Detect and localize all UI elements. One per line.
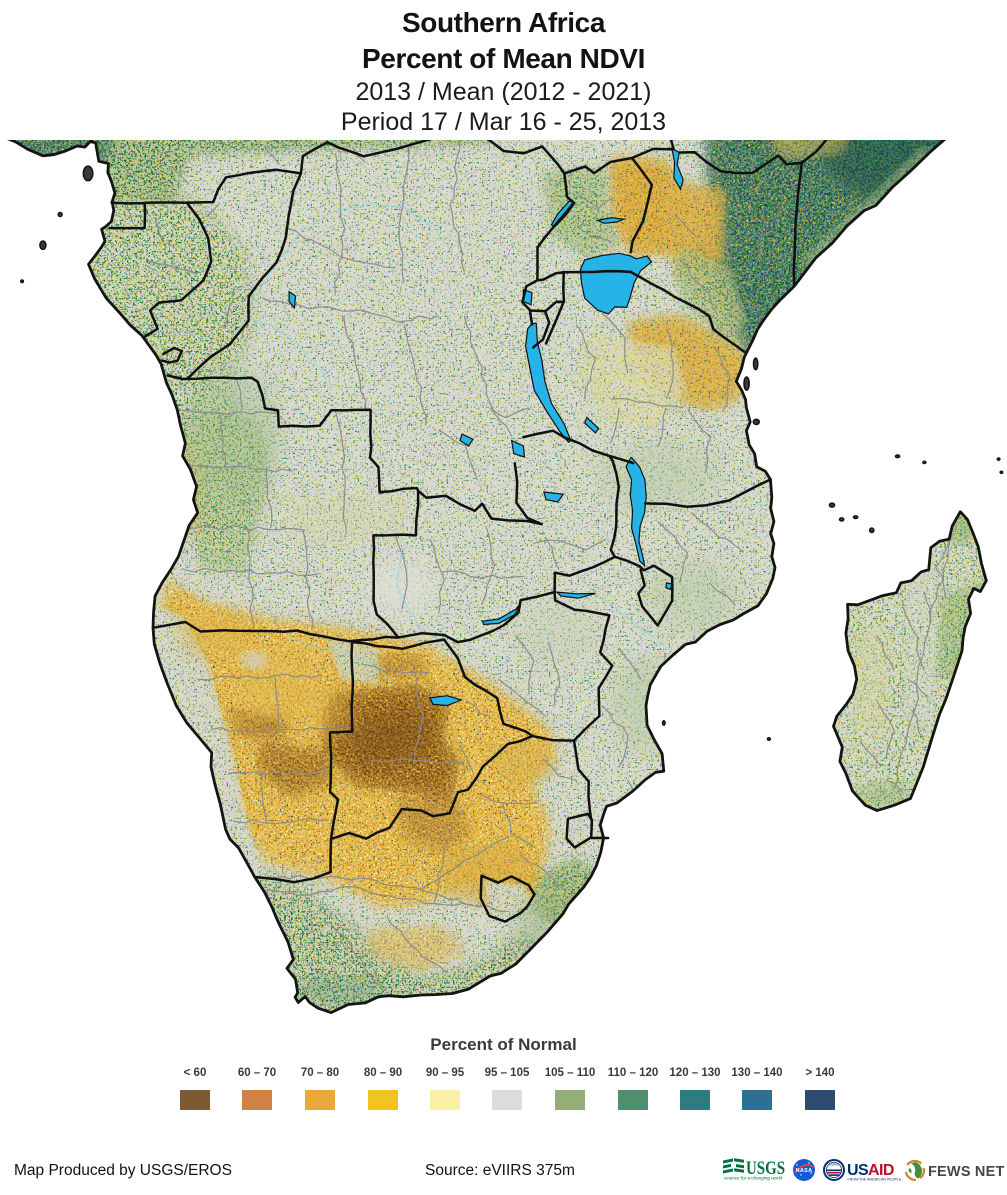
svg-text:science for a changing world: science for a changing world: [724, 1176, 783, 1181]
svg-text:FEWS NET: FEWS NET: [928, 1164, 1005, 1180]
svg-text:NASA: NASA: [796, 1168, 813, 1174]
svg-text:USGS: USGS: [746, 1158, 785, 1179]
svg-text:USAID: USAID: [829, 1163, 839, 1167]
svg-text:FROM THE AMERICAN PEOPLE: FROM THE AMERICAN PEOPLE: [848, 1178, 902, 1182]
svg-text:USAID: USAID: [847, 1162, 894, 1179]
